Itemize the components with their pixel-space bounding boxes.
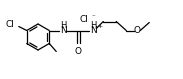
Text: Cl: Cl [79, 15, 88, 24]
Text: N: N [90, 26, 97, 35]
Text: H: H [90, 21, 96, 30]
Text: +: + [97, 24, 102, 29]
Text: O: O [75, 47, 82, 56]
Text: ⁻: ⁻ [91, 15, 95, 20]
Text: O: O [134, 26, 141, 35]
Text: H: H [60, 21, 66, 30]
Text: N: N [60, 26, 67, 35]
Text: Cl: Cl [6, 20, 15, 29]
